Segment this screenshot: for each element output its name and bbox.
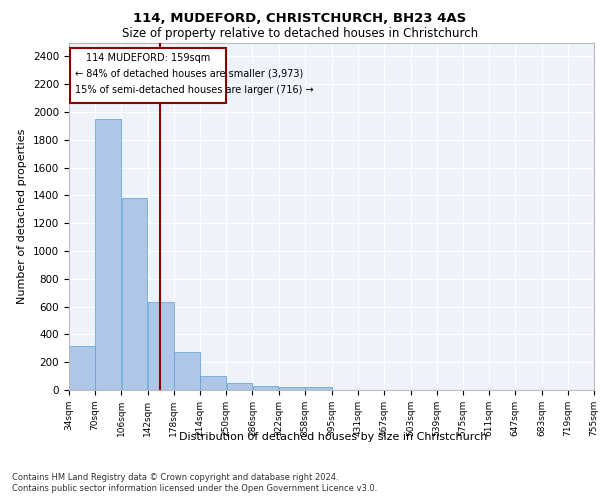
Text: Contains public sector information licensed under the Open Government Licence v3: Contains public sector information licen… [12,484,377,493]
Bar [227,384,252,390]
Bar [200,376,226,390]
Text: Contains HM Land Registry data © Crown copyright and database right 2024.: Contains HM Land Registry data © Crown c… [12,472,338,482]
Bar [69,346,95,390]
Text: 114, MUDEFORD, CHRISTCHURCH, BH23 4AS: 114, MUDEFORD, CHRISTCHURCH, BH23 4AS [133,12,467,26]
Text: 15% of semi-detached houses are larger (716) →: 15% of semi-detached houses are larger (… [75,85,313,95]
Bar [253,386,278,390]
FancyBboxPatch shape [70,48,226,103]
Y-axis label: Number of detached properties: Number of detached properties [17,128,28,304]
Bar [305,387,332,390]
Text: Size of property relative to detached houses in Christchurch: Size of property relative to detached ho… [122,28,478,40]
Bar [122,198,148,390]
Text: 114 MUDEFORD: 159sqm: 114 MUDEFORD: 159sqm [86,53,210,63]
Bar [174,352,200,390]
Bar [148,302,173,390]
Text: ← 84% of detached houses are smaller (3,973): ← 84% of detached houses are smaller (3,… [75,69,303,79]
Bar [279,386,305,390]
Bar [95,119,121,390]
Text: Distribution of detached houses by size in Christchurch: Distribution of detached houses by size … [179,432,487,442]
